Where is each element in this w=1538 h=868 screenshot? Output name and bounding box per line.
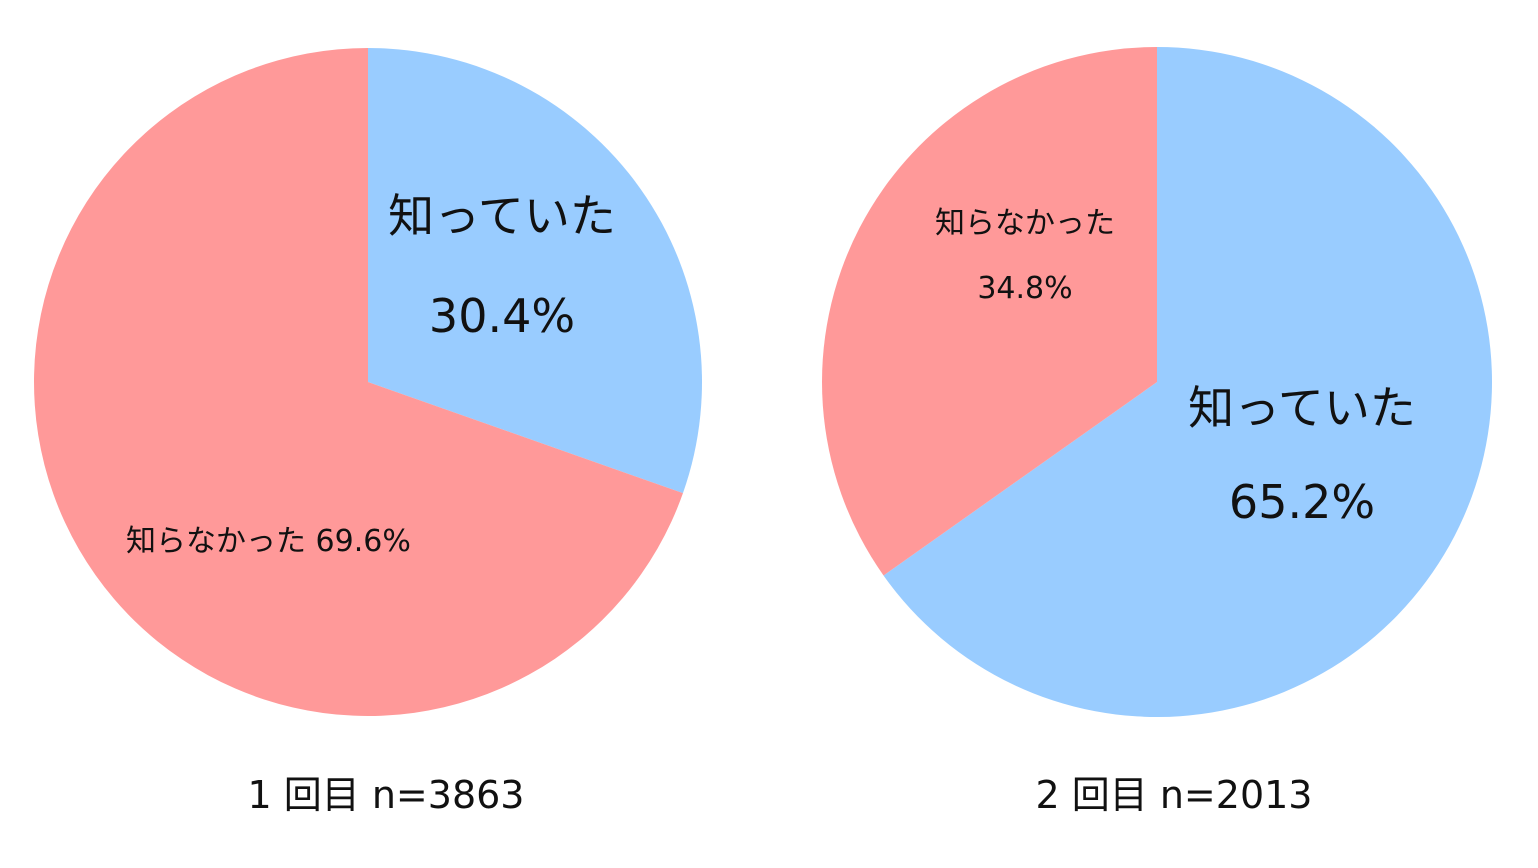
slice-value-known-1: 30.4% [429,289,575,343]
slice-label-unknown-1: 知らなかった 69.6% [126,524,411,559]
slice-value-unknown-2: 34.8% [977,271,1072,306]
chart-caption-1: 1 回目 n=3863 [248,773,525,817]
pie-slice-unknown-1 [34,48,683,717]
pie-slice-known-2 [883,47,1493,717]
slice-label-known-1: 知っていた [388,189,616,243]
pie-slice-unknown-2 [822,47,1157,576]
slice-label-unknown-2: 知らなかった [935,206,1115,241]
pie-chart-1: 知っていた 30.4% 知らなかった 69.6% 1 回目 n=3863 [34,47,703,817]
slice-label-unknown-1-name: 知らなかった [126,524,306,559]
pie-slice-known-1 [368,47,703,494]
chart-caption-2: 2 回目 n=2013 [1036,773,1313,817]
slice-label-known-2: 知っていた [1188,381,1416,435]
slice-value-known-2: 65.2% [1229,475,1375,529]
slice-value-unknown-1: 69.6% [316,524,411,559]
pie-chart-2: 知らなかった 34.8% 知っていた 65.2% 2 回目 n=2013 [822,47,1493,817]
